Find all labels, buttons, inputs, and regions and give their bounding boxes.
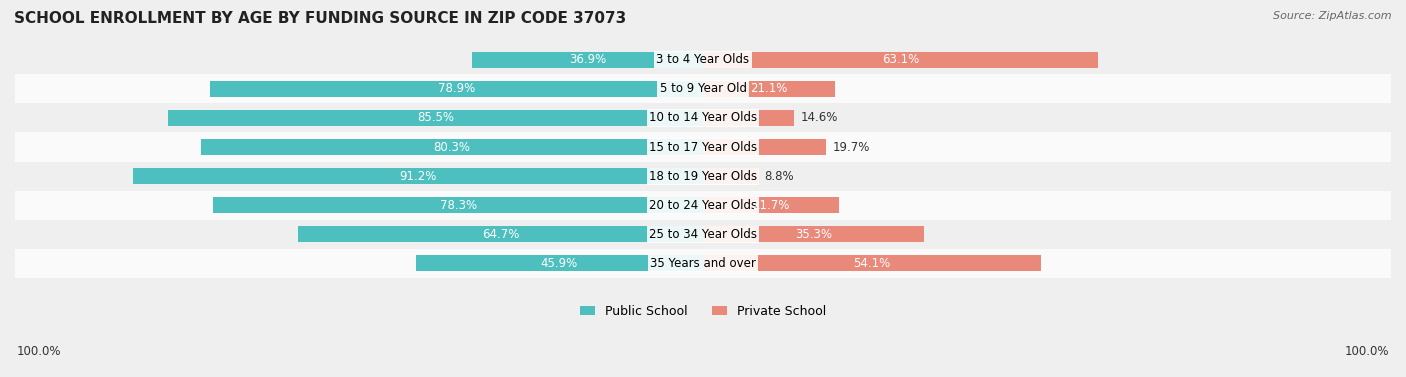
Bar xyxy=(15,249,1391,278)
Bar xyxy=(703,110,794,126)
Bar xyxy=(169,110,703,126)
Bar xyxy=(703,256,1042,271)
Text: 19.7%: 19.7% xyxy=(832,141,870,153)
Text: 5 to 9 Year Old: 5 to 9 Year Old xyxy=(659,82,747,95)
Text: 78.3%: 78.3% xyxy=(440,199,477,212)
Text: 10 to 14 Year Olds: 10 to 14 Year Olds xyxy=(650,112,756,124)
Bar xyxy=(703,168,758,184)
Bar xyxy=(214,197,703,213)
Text: 35.3%: 35.3% xyxy=(794,228,832,241)
Bar xyxy=(15,45,1391,74)
Legend: Public School, Private School: Public School, Private School xyxy=(575,300,831,323)
Text: 45.9%: 45.9% xyxy=(541,257,578,270)
Text: Source: ZipAtlas.com: Source: ZipAtlas.com xyxy=(1274,11,1392,21)
Bar xyxy=(703,52,1098,68)
Bar xyxy=(15,132,1391,162)
Bar xyxy=(209,81,703,97)
Bar xyxy=(15,191,1391,220)
Text: 14.6%: 14.6% xyxy=(800,112,838,124)
Bar xyxy=(703,81,835,97)
Text: 21.1%: 21.1% xyxy=(751,82,787,95)
Text: 8.8%: 8.8% xyxy=(765,170,794,182)
Text: 21.7%: 21.7% xyxy=(752,199,790,212)
Text: 78.9%: 78.9% xyxy=(437,82,475,95)
Text: 100.0%: 100.0% xyxy=(17,345,62,358)
Bar xyxy=(472,52,703,68)
Text: 64.7%: 64.7% xyxy=(482,228,519,241)
Bar xyxy=(132,168,703,184)
Text: 18 to 19 Year Olds: 18 to 19 Year Olds xyxy=(650,170,756,182)
Text: 100.0%: 100.0% xyxy=(1344,345,1389,358)
Text: 80.3%: 80.3% xyxy=(433,141,471,153)
Text: 35 Years and over: 35 Years and over xyxy=(650,257,756,270)
Text: 15 to 17 Year Olds: 15 to 17 Year Olds xyxy=(650,141,756,153)
Text: 91.2%: 91.2% xyxy=(399,170,436,182)
Text: 25 to 34 Year Olds: 25 to 34 Year Olds xyxy=(650,228,756,241)
Bar xyxy=(703,226,924,242)
Text: SCHOOL ENROLLMENT BY AGE BY FUNDING SOURCE IN ZIP CODE 37073: SCHOOL ENROLLMENT BY AGE BY FUNDING SOUR… xyxy=(14,11,626,26)
Text: 54.1%: 54.1% xyxy=(853,257,891,270)
Text: 36.9%: 36.9% xyxy=(569,53,606,66)
Bar xyxy=(15,74,1391,103)
Bar xyxy=(703,139,827,155)
Text: 3 to 4 Year Olds: 3 to 4 Year Olds xyxy=(657,53,749,66)
Bar xyxy=(201,139,703,155)
Bar xyxy=(703,197,839,213)
Bar xyxy=(298,226,703,242)
Text: 20 to 24 Year Olds: 20 to 24 Year Olds xyxy=(650,199,756,212)
Text: 63.1%: 63.1% xyxy=(882,53,920,66)
Bar xyxy=(15,220,1391,249)
Bar xyxy=(15,103,1391,132)
Bar xyxy=(416,256,703,271)
Bar xyxy=(15,162,1391,191)
Text: 85.5%: 85.5% xyxy=(418,112,454,124)
